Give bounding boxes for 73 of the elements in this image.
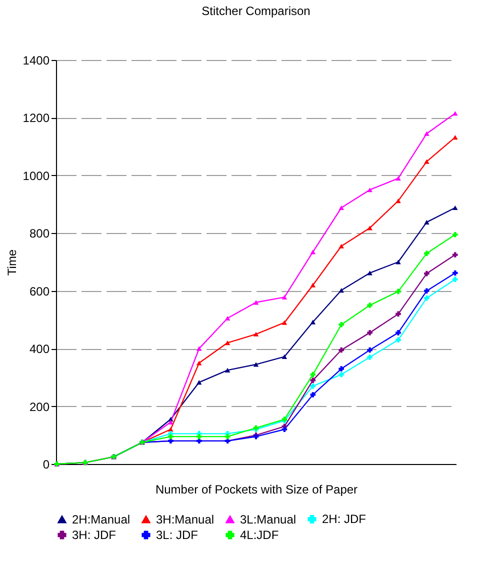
point [424, 220, 430, 224]
point [396, 288, 401, 294]
legend-label: 3H: JDF [72, 528, 116, 542]
y-tick-label: 200 [29, 400, 50, 414]
point [168, 420, 174, 424]
legend-label: 2H:Manual [72, 512, 130, 526]
point [396, 337, 401, 343]
point [196, 360, 202, 366]
point [282, 320, 288, 325]
y-tick-label: 0 [42, 458, 50, 472]
point [452, 232, 458, 238]
point [367, 347, 372, 353]
point [452, 276, 458, 282]
point [396, 176, 401, 181]
point [253, 362, 259, 367]
point [168, 434, 174, 440]
point [282, 426, 288, 432]
point [452, 135, 458, 140]
point [338, 205, 344, 210]
legend-label: 2H: JDF [322, 512, 366, 526]
point [367, 302, 372, 308]
point [282, 294, 288, 300]
point [424, 131, 430, 136]
y-tick-label: 600 [29, 284, 50, 298]
point [310, 320, 316, 324]
legend-label: 3H:Manual [156, 512, 214, 526]
y-tick-label: 1200 [22, 111, 50, 126]
point [424, 159, 430, 164]
point [452, 111, 458, 116]
legend-label: 3L:Manual [240, 512, 296, 526]
y-axis-title: Time [4, 249, 19, 276]
point [452, 252, 458, 258]
point [424, 288, 430, 294]
point [310, 250, 316, 254]
point [196, 380, 202, 385]
point [282, 354, 288, 359]
y-tick-label: 800 [29, 226, 50, 241]
point [424, 295, 430, 301]
point [310, 392, 316, 398]
point [310, 378, 316, 383]
point [338, 347, 344, 353]
point [396, 260, 401, 264]
point [253, 332, 259, 336]
point [196, 346, 202, 351]
point [424, 250, 430, 256]
point [367, 270, 372, 276]
y-tick-label: 1400 [22, 54, 50, 68]
point [310, 282, 316, 288]
point [338, 322, 344, 328]
y-tick-label: 400 [29, 342, 50, 356]
point [224, 368, 230, 373]
point [224, 316, 230, 321]
point [338, 372, 344, 378]
point [396, 198, 401, 204]
point [338, 366, 344, 372]
x-axis-title: Number of Pockets with Size of Paper [155, 482, 358, 496]
point [424, 270, 430, 276]
point [338, 288, 344, 293]
point [253, 300, 259, 305]
point [367, 188, 372, 192]
point [338, 244, 344, 248]
point [367, 354, 372, 360]
chart-title: Stitcher Comparison [202, 4, 310, 18]
point [452, 270, 458, 276]
point [367, 226, 372, 230]
point [396, 330, 401, 336]
legend-label: 4L:JDF [240, 528, 279, 542]
point [396, 311, 401, 317]
point [367, 330, 372, 336]
legend-label: 3L: JDF [156, 528, 198, 542]
y-tick-label: 1000 [22, 168, 50, 183]
point [452, 205, 458, 210]
point [224, 340, 230, 346]
